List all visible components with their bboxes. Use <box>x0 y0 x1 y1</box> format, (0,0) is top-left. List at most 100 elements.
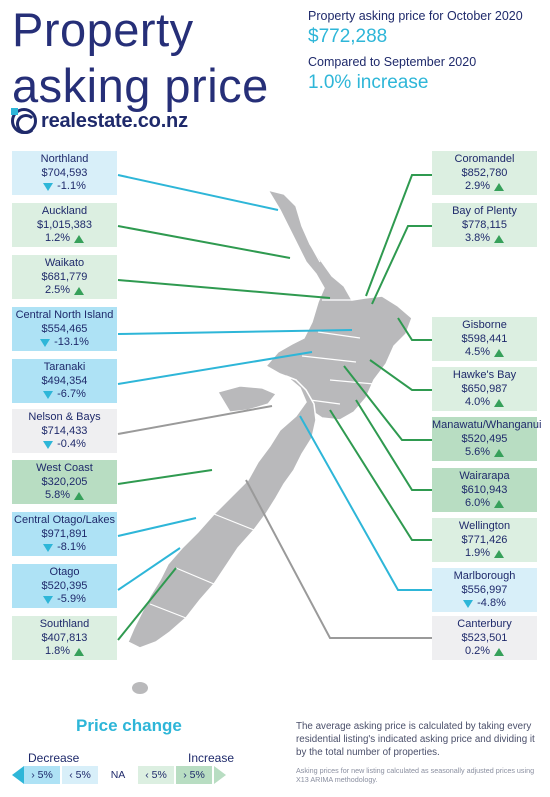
region-card: Central North Island $554,465 -13.1% <box>12 307 117 351</box>
region-change: -6.7% <box>57 388 86 400</box>
region-price: $704,593 <box>41 166 88 179</box>
region-price: $610,943 <box>461 483 508 496</box>
region-change: 3.8% <box>464 232 491 244</box>
triangle-up-icon <box>74 647 85 656</box>
brand-name: realestate.co.nz <box>41 109 188 132</box>
triangle-up-icon <box>494 234 505 243</box>
region-price: $320,205 <box>41 475 88 488</box>
region-card: West Coast $320,205 5.8% <box>12 460 117 504</box>
region-card: Wellington $771,426 1.9% <box>432 518 537 562</box>
triangle-up-icon <box>494 549 505 558</box>
region-change: 1.8% <box>44 645 71 657</box>
region-change-row: 0.2% <box>432 645 537 659</box>
legend-title: Price change <box>76 716 182 735</box>
triangle-up-icon <box>494 647 505 656</box>
region-card: Manawatu/Whanganui $520,495 5.6% <box>432 417 541 461</box>
region-change-row: 4.0% <box>432 396 537 410</box>
triangle-down-icon <box>43 440 54 449</box>
asking-value: $772,288 <box>308 26 388 47</box>
region-name: Wairarapa <box>459 470 510 482</box>
region-change-row: 2.5% <box>12 284 117 298</box>
triangle-up-icon <box>494 348 505 357</box>
arrow-right-icon <box>214 766 226 784</box>
region-change: 0.2% <box>464 645 491 657</box>
region-price: $778,115 <box>461 218 508 231</box>
methodology-footnote: Asking prices for new listing calculated… <box>296 766 535 784</box>
region-change-row: 3.8% <box>432 232 537 246</box>
region-change: 2.9% <box>464 180 491 192</box>
region-change-row: 2.9% <box>432 180 537 194</box>
region-card: Coromandel $852,780 2.9% <box>432 151 537 195</box>
region-price: $771,426 <box>461 533 508 546</box>
region-change: -1.1% <box>57 180 86 192</box>
region-card: Otago $520,395 -5.9% <box>12 564 117 608</box>
south-island-shape <box>127 375 317 649</box>
region-change: -5.9% <box>57 593 86 605</box>
triangle-down-icon <box>43 543 54 552</box>
legend-cell-decrease-over-5: › 5% <box>24 766 60 784</box>
region-price: $1,015,383 <box>36 218 93 231</box>
region-card: Taranaki $494,354 -6.7% <box>12 359 117 403</box>
region-price: $852,780 <box>461 166 508 179</box>
region-change: 1.2% <box>44 232 71 244</box>
region-name: Taranaki <box>43 361 86 373</box>
region-name: Central Otago/Lakes <box>14 514 115 526</box>
region-change: 4.0% <box>464 396 491 408</box>
region-change: 2.5% <box>44 284 71 296</box>
realestate-logo-icon <box>11 108 37 134</box>
region-price: $520,395 <box>41 579 88 592</box>
legend-cell-decrease-under-5: ‹ 5% <box>62 766 98 784</box>
region-price: $681,779 <box>41 270 88 283</box>
region-name: Nelson & Bays <box>28 411 101 423</box>
region-price: $714,433 <box>41 424 88 437</box>
region-name: Marlborough <box>453 570 516 582</box>
region-name: Northland <box>40 153 89 165</box>
region-change-row: -1.1% <box>12 180 117 194</box>
region-price: $598,441 <box>461 332 508 345</box>
region-name: Auckland <box>41 205 88 217</box>
region-change-row: 5.6% <box>432 446 537 460</box>
region-change-row: 1.8% <box>12 645 117 659</box>
region-change-row: 1.9% <box>432 547 537 561</box>
region-change: -0.4% <box>57 438 86 450</box>
triangle-up-icon <box>74 286 85 295</box>
region-card: Wairarapa $610,943 6.0% <box>432 468 537 512</box>
triangle-down-icon <box>43 595 54 604</box>
north-island-shape <box>264 188 413 421</box>
region-card: Southland $407,813 1.8% <box>12 616 117 660</box>
legend-cell-na: NA <box>100 766 136 784</box>
region-card: Central Otago/Lakes $971,891 -8.1% <box>12 512 117 556</box>
region-change-row: -0.4% <box>12 438 117 452</box>
legend-cell-increase-over-5: › 5% <box>176 766 212 784</box>
region-price: $407,813 <box>41 631 88 644</box>
triangle-up-icon <box>74 234 85 243</box>
brand-logo[interactable]: realestate.co.nz <box>11 108 188 134</box>
compare-label: Compared to September 2020 <box>308 55 477 69</box>
region-change-row: 6.0% <box>432 497 537 511</box>
triangle-down-icon <box>43 390 54 399</box>
region-card: Hawke's Bay $650,987 4.0% <box>432 367 537 411</box>
region-name: Hawke's Bay <box>452 369 517 381</box>
page-title: Property asking price <box>12 3 269 112</box>
region-change-row: -8.1% <box>12 541 117 555</box>
region-change-row: 1.2% <box>12 232 117 246</box>
region-name: Canterbury <box>457 618 512 630</box>
region-price: $650,987 <box>461 382 508 395</box>
legend-scale: › 5% ‹ 5% NA ‹ 5% › 5% <box>12 766 226 784</box>
region-name: Gisborne <box>462 319 507 331</box>
region-change: -13.1% <box>54 336 89 348</box>
region-price: $520,495 <box>461 432 508 445</box>
region-name: Waikato <box>44 257 85 269</box>
region-change: 5.8% <box>44 489 71 501</box>
region-price: $494,354 <box>41 374 88 387</box>
region-change-row: -5.9% <box>12 593 117 607</box>
region-card: Marlborough $556,997 -4.8% <box>432 568 537 612</box>
region-card: Northland $704,593 -1.1% <box>12 151 117 195</box>
region-price: $554,465 <box>41 322 88 335</box>
triangle-up-icon <box>494 499 505 508</box>
region-change: 4.5% <box>464 346 491 358</box>
region-name: Otago <box>49 566 80 578</box>
region-change-row: 5.8% <box>12 489 117 503</box>
region-price: $971,891 <box>41 527 88 540</box>
